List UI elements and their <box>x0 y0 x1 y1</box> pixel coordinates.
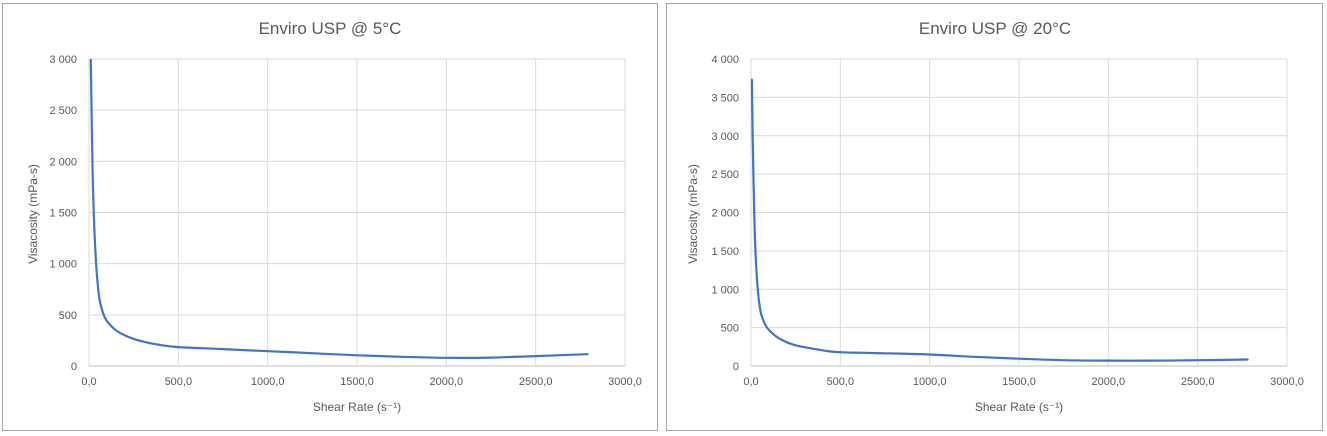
chart-svg-5c: Enviro USP @ 5°C 0 500 1 000 1 500 2 000 2 50… <box>26 19 642 414</box>
x-tick-label: 1500,0 <box>340 376 374 388</box>
x-tick-label: 2000,0 <box>1092 376 1126 388</box>
y-tick-label: 0 <box>733 361 739 373</box>
x-tick-label: 500,0 <box>165 376 193 388</box>
x-tick-label: 3000,0 <box>1270 376 1304 388</box>
y-tick-label: 2 000 <box>49 156 77 168</box>
chart-svg-20c: Enviro USP @ 20°C 0 500 1 000 1 500 2 000 2 5… <box>686 19 1304 414</box>
y-tick-label: 4 000 <box>711 54 739 66</box>
y-tick-label: 2 000 <box>711 208 739 220</box>
y-tick-label: 500 <box>721 323 739 335</box>
y-tick-label: 2 500 <box>49 105 77 117</box>
y-tick-label: 3 000 <box>49 54 77 66</box>
y-tick-label: 1 000 <box>711 284 739 296</box>
y-axis-label: Visacosity (mPa-s) <box>26 164 40 264</box>
y-tick-label: 500 <box>59 310 77 322</box>
x-tick-label: 1500,0 <box>1002 376 1036 388</box>
x-tick-label: 2500,0 <box>519 376 553 388</box>
x-tick-label: 1000,0 <box>251 376 285 388</box>
chart-panel-5c: Enviro USP @ 5°C 0 500 1 000 1 500 2 000 2 50… <box>2 3 658 431</box>
x-tick-label: 2500,0 <box>1181 376 1215 388</box>
x-tick-label: 0,0 <box>81 376 96 388</box>
x-axis-label: Shear Rate (s⁻¹) <box>975 400 1063 414</box>
x-tick-label: 500,0 <box>827 376 855 388</box>
y-tick-label: 0 <box>71 361 77 373</box>
y-tick-label: 2 500 <box>711 169 739 181</box>
y-tick-label: 1 500 <box>49 208 77 220</box>
x-tick-label: 2000,0 <box>430 376 464 388</box>
series-line <box>89 58 589 359</box>
y-tick-label: 1 500 <box>711 246 739 258</box>
y-axis-label: Visacosity (mPa-s) <box>686 164 700 264</box>
chart-title: Enviro USP @ 5°C <box>259 19 402 38</box>
y-tick-label: 3 500 <box>711 92 739 104</box>
x-tick-label: 0,0 <box>743 376 758 388</box>
y-tick-label: 3 000 <box>711 131 739 143</box>
x-tick-label: 3000,0 <box>608 376 642 388</box>
y-tick-label: 1 000 <box>49 259 77 271</box>
chart-panel-20c: Enviro USP @ 20°C 0 500 1 000 1 500 2 000 2 5… <box>666 3 1323 431</box>
x-axis-label: Shear Rate (s⁻¹) <box>313 400 401 414</box>
series-line <box>750 78 1249 362</box>
x-tick-label: 1000,0 <box>913 376 947 388</box>
chart-title: Enviro USP @ 20°C <box>919 19 1071 38</box>
